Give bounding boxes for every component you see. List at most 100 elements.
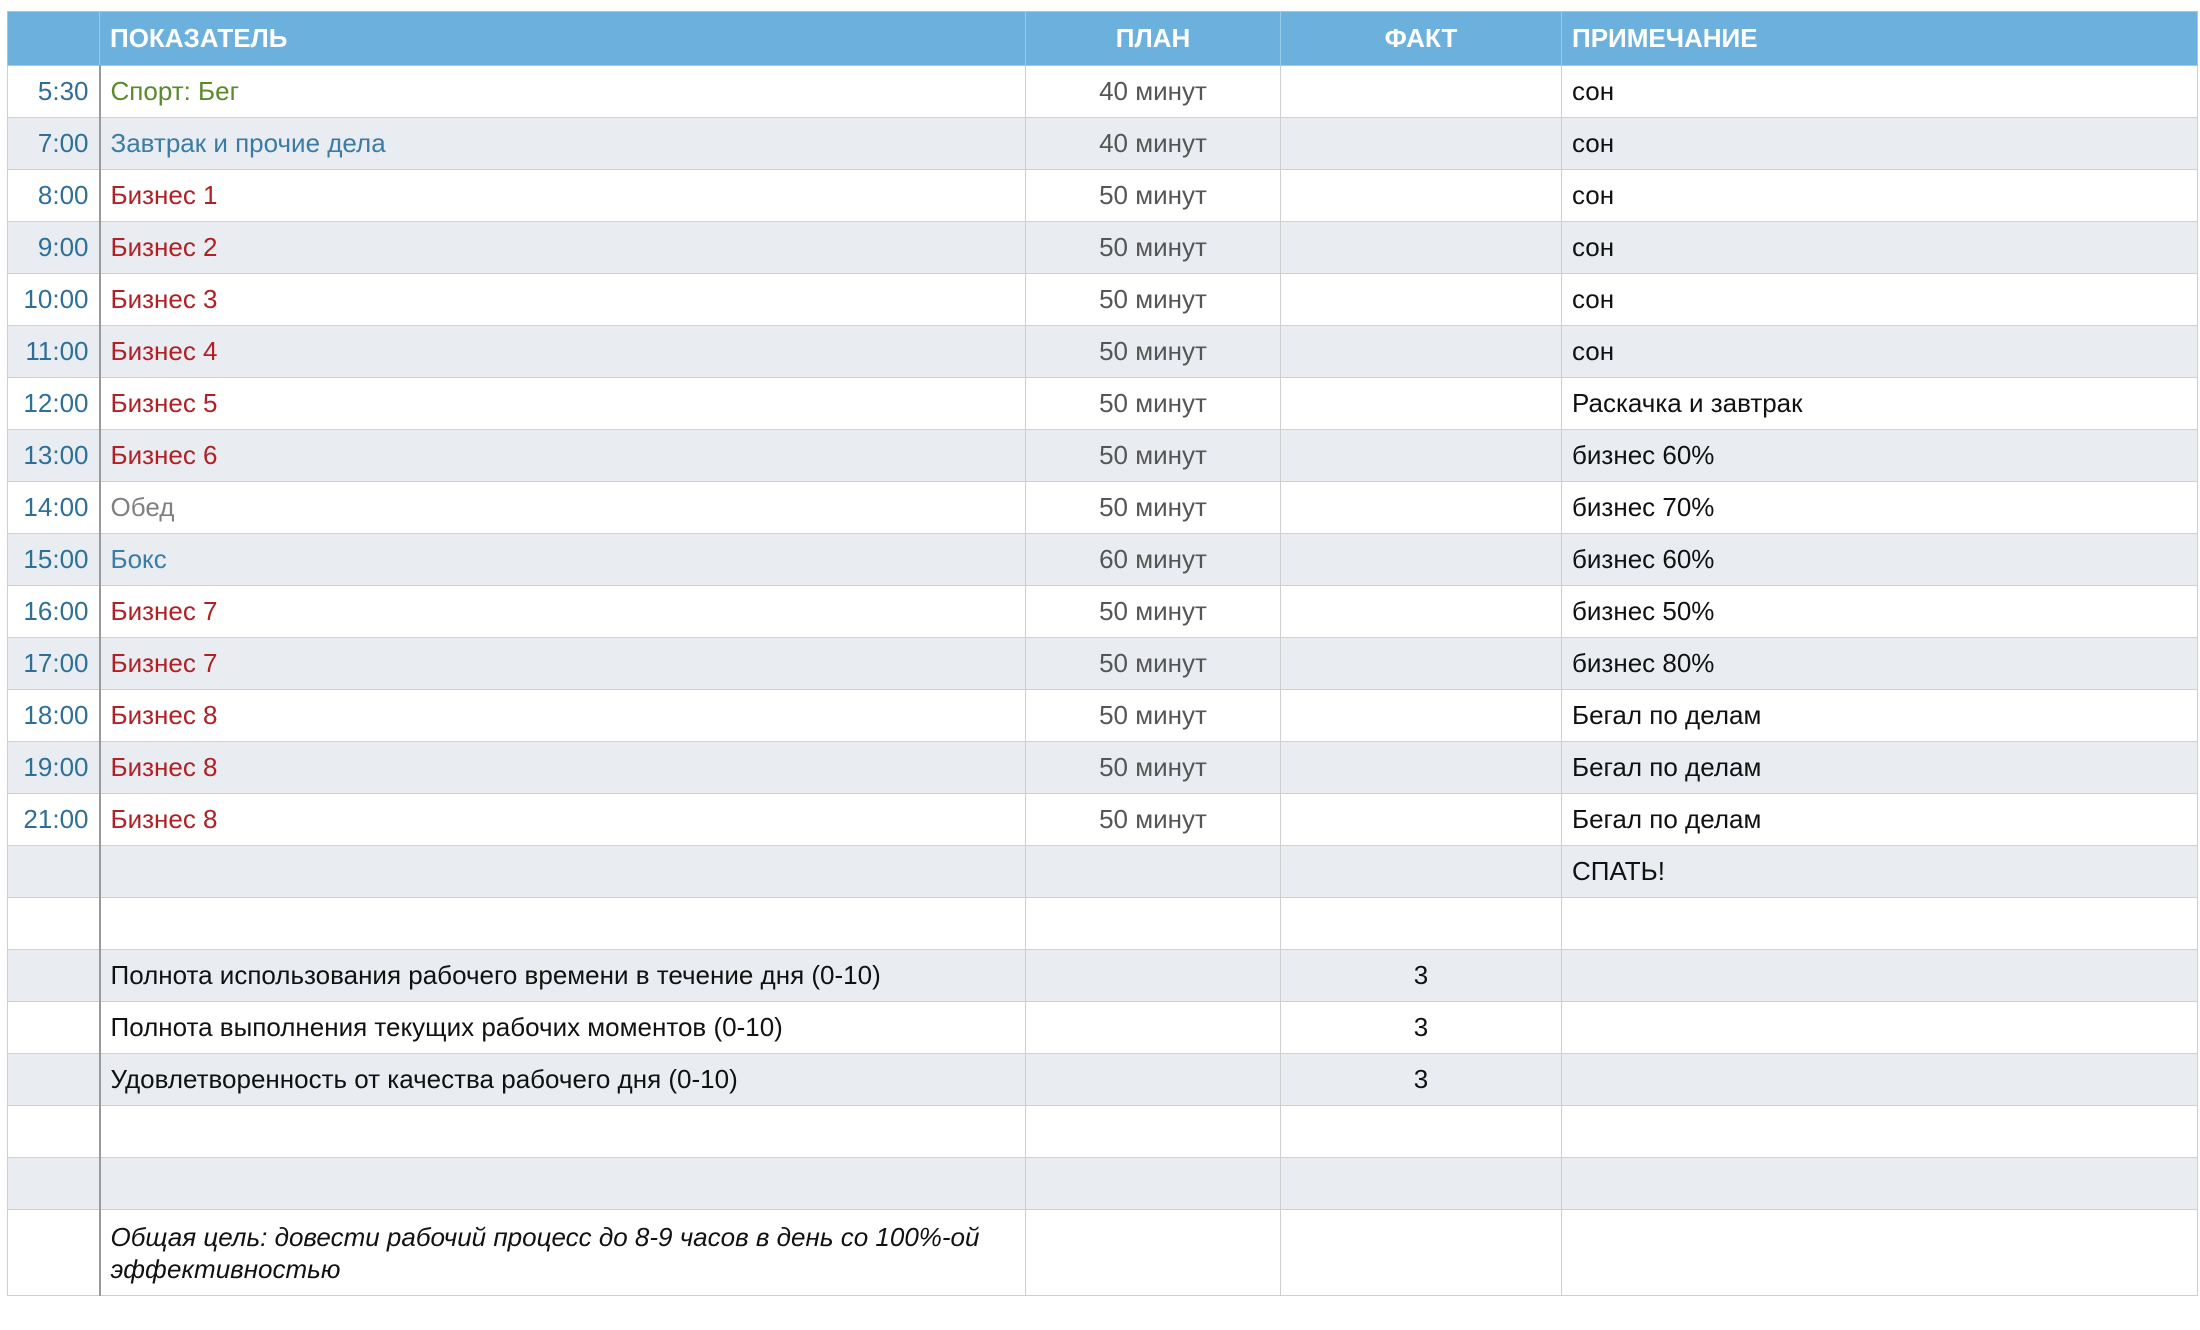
note-cell: [1561, 1157, 2198, 1210]
indicator-cell: [98, 1105, 1026, 1158]
table-row: 13:00 Бизнес 6 50 минут бизнес 60%: [7, 429, 2198, 482]
time-cell: [7, 949, 100, 1002]
indicator-cell: Бизнес 6: [98, 429, 1026, 482]
time-cell: 15:00: [7, 533, 100, 586]
indicator-cell: Бокс: [98, 533, 1026, 586]
plan-cell: 50 минут: [1025, 741, 1281, 794]
note-cell: СПАТЬ!: [1561, 845, 2198, 898]
note-cell: сон: [1561, 65, 2198, 118]
fact-cell: [1280, 845, 1562, 898]
fact-cell: [1280, 169, 1562, 222]
plan-cell: 50 минут: [1025, 325, 1281, 378]
table-body: 5:30 Спорт: Бег 40 минут сон 7:00 Завтрак и п…: [7, 65, 2198, 1296]
note-cell: Бегал по делам: [1561, 741, 2198, 794]
note-cell: бизнес 60%: [1561, 429, 2198, 482]
plan-cell: 50 минут: [1025, 689, 1281, 742]
table-row: 8:00 Бизнес 1 50 минут сон: [7, 169, 2198, 222]
table-row: 7:00 Завтрак и прочие дела 40 минут сон: [7, 117, 2198, 170]
header-cell: [7, 11, 100, 66]
time-cell: 8:00: [7, 169, 100, 222]
time-cell: 11:00: [7, 325, 100, 378]
table-row: Общая цель: довести рабочий процесс до 8…: [7, 1209, 2198, 1296]
indicator-cell: Бизнес 4: [98, 325, 1026, 378]
table-row: 19:00 Бизнес 8 50 минут Бегал по делам: [7, 741, 2198, 794]
table-row: СПАТЬ!: [7, 845, 2198, 898]
header-cell: ФАКТ: [1280, 11, 1562, 66]
time-cell: [7, 1001, 100, 1054]
time-cell: 18:00: [7, 689, 100, 742]
time-cell: 9:00: [7, 221, 100, 274]
plan-cell: [1025, 897, 1281, 950]
indicator-cell: Завтрак и прочие дела: [98, 117, 1026, 170]
note-cell: [1561, 1053, 2198, 1106]
table-row: 11:00 Бизнес 4 50 минут сон: [7, 325, 2198, 378]
note-cell: сон: [1561, 325, 2198, 378]
plan-cell: 50 минут: [1025, 481, 1281, 534]
time-cell: 10:00: [7, 273, 100, 326]
time-cell: [7, 845, 100, 898]
fact-cell: [1280, 377, 1562, 430]
table-row: Полнота использования рабочего времени в…: [7, 949, 2198, 1002]
indicator-cell: Бизнес 2: [98, 221, 1026, 274]
plan-cell: 50 минут: [1025, 585, 1281, 638]
indicator-cell: Бизнес 8: [98, 793, 1026, 846]
plan-cell: 50 минут: [1025, 637, 1281, 690]
indicator-cell: Бизнес 5: [98, 377, 1026, 430]
table-row: 18:00 Бизнес 8 50 минут Бегал по делам: [7, 689, 2198, 742]
time-cell: [7, 897, 100, 950]
table-row: Полнота выполнения текущих рабочих момен…: [7, 1001, 2198, 1054]
fact-cell: [1280, 481, 1562, 534]
plan-cell: [1025, 1209, 1281, 1296]
plan-cell: [1025, 949, 1281, 1002]
indicator-cell: [98, 1157, 1026, 1210]
indicator-cell: Общая цель: довести рабочий процесс до 8…: [98, 1209, 1026, 1296]
fact-cell: [1280, 1209, 1562, 1296]
plan-cell: 50 минут: [1025, 169, 1281, 222]
indicator-cell: Полнота использования рабочего времени в…: [98, 949, 1026, 1002]
table-row: [7, 1157, 2198, 1210]
indicator-cell: Полнота выполнения текущих рабочих момен…: [98, 1001, 1026, 1054]
indicator-cell: Бизнес 1: [98, 169, 1026, 222]
time-cell: 16:00: [7, 585, 100, 638]
time-cell: 17:00: [7, 637, 100, 690]
fact-cell: 3: [1280, 1053, 1562, 1106]
plan-cell: 50 минут: [1025, 273, 1281, 326]
fact-cell: [1280, 325, 1562, 378]
plan-cell: 40 минут: [1025, 117, 1281, 170]
note-cell: Раскачка и завтрак: [1561, 377, 2198, 430]
time-cell: 14:00: [7, 481, 100, 534]
indicator-cell: Бизнес 7: [98, 585, 1026, 638]
fact-cell: [1280, 897, 1562, 950]
fact-cell: [1280, 117, 1562, 170]
plan-cell: [1025, 1157, 1281, 1210]
table-row: 5:30 Спорт: Бег 40 минут сон: [7, 65, 2198, 118]
schedule-table: ПОКАЗАТЕЛЬ ПЛАН ФАКТ ПРИМЕЧАНИЕ 5:30 Спор…: [7, 11, 2198, 1296]
note-cell: [1561, 949, 2198, 1002]
table-row: 10:00 Бизнес 3 50 минут сон: [7, 273, 2198, 326]
time-cell: 19:00: [7, 741, 100, 794]
fact-cell: [1280, 1157, 1562, 1210]
time-cell: 5:30: [7, 65, 100, 118]
note-cell: Бегал по делам: [1561, 689, 2198, 742]
fact-cell: [1280, 429, 1562, 482]
plan-cell: 50 минут: [1025, 221, 1281, 274]
indicator-cell: [98, 845, 1026, 898]
note-cell: сон: [1561, 117, 2198, 170]
fact-cell: [1280, 65, 1562, 118]
table-row: [7, 897, 2198, 950]
note-cell: бизнес 80%: [1561, 637, 2198, 690]
note-cell: бизнес 70%: [1561, 481, 2198, 534]
plan-cell: 50 минут: [1025, 429, 1281, 482]
note-cell: бизнес 50%: [1561, 585, 2198, 638]
table-row: 15:00 Бокс 60 минут бизнес 60%: [7, 533, 2198, 586]
note-cell: [1561, 1001, 2198, 1054]
plan-cell: 50 минут: [1025, 377, 1281, 430]
fact-cell: [1280, 741, 1562, 794]
table-row: 16:00 Бизнес 7 50 минут бизнес 50%: [7, 585, 2198, 638]
header-cell: ПЛАН: [1025, 11, 1281, 66]
indicator-cell: [98, 897, 1026, 950]
note-cell: [1561, 897, 2198, 950]
plan-cell: 40 минут: [1025, 65, 1281, 118]
header-cell: ПРИМЕЧАНИЕ: [1561, 11, 2198, 66]
time-cell: [7, 1053, 100, 1106]
